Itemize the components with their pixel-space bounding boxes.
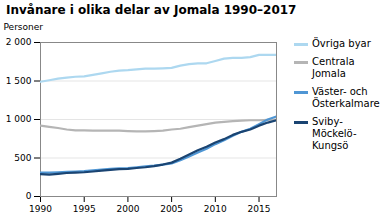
svg-text:2015: 2015 <box>248 204 271 214</box>
svg-text:1990: 1990 <box>29 204 52 214</box>
svg-text:Personer: Personer <box>4 22 44 32</box>
svg-text:1 500: 1 500 <box>6 76 32 86</box>
svg-text:1995: 1995 <box>73 204 96 214</box>
svg-text:1 000: 1 000 <box>6 114 32 124</box>
svg-text:2000: 2000 <box>116 204 139 214</box>
svg-text:2005: 2005 <box>160 204 183 214</box>
html-text:Väster- och Österkalmare: Väster- och Österkalmare <box>312 86 380 109</box>
html-text:Centrala Jomala: Centrala Jomala <box>312 56 355 79</box>
html-text:Övriga byar: Övriga byar <box>312 38 371 49</box>
html-text:Sviby- Möckelö- Kungsö: Sviby- Möckelö- Kungsö <box>312 116 357 151</box>
svg-text:500: 500 <box>14 153 31 163</box>
svg-text:2010: 2010 <box>204 204 227 214</box>
svg-text:2 000: 2 000 <box>6 37 32 47</box>
html-text:Invånare i olika delar av Joma: Invånare i olika delar av Jomala 1990–20… <box>6 3 297 17</box>
svg-text:0: 0 <box>26 191 32 201</box>
